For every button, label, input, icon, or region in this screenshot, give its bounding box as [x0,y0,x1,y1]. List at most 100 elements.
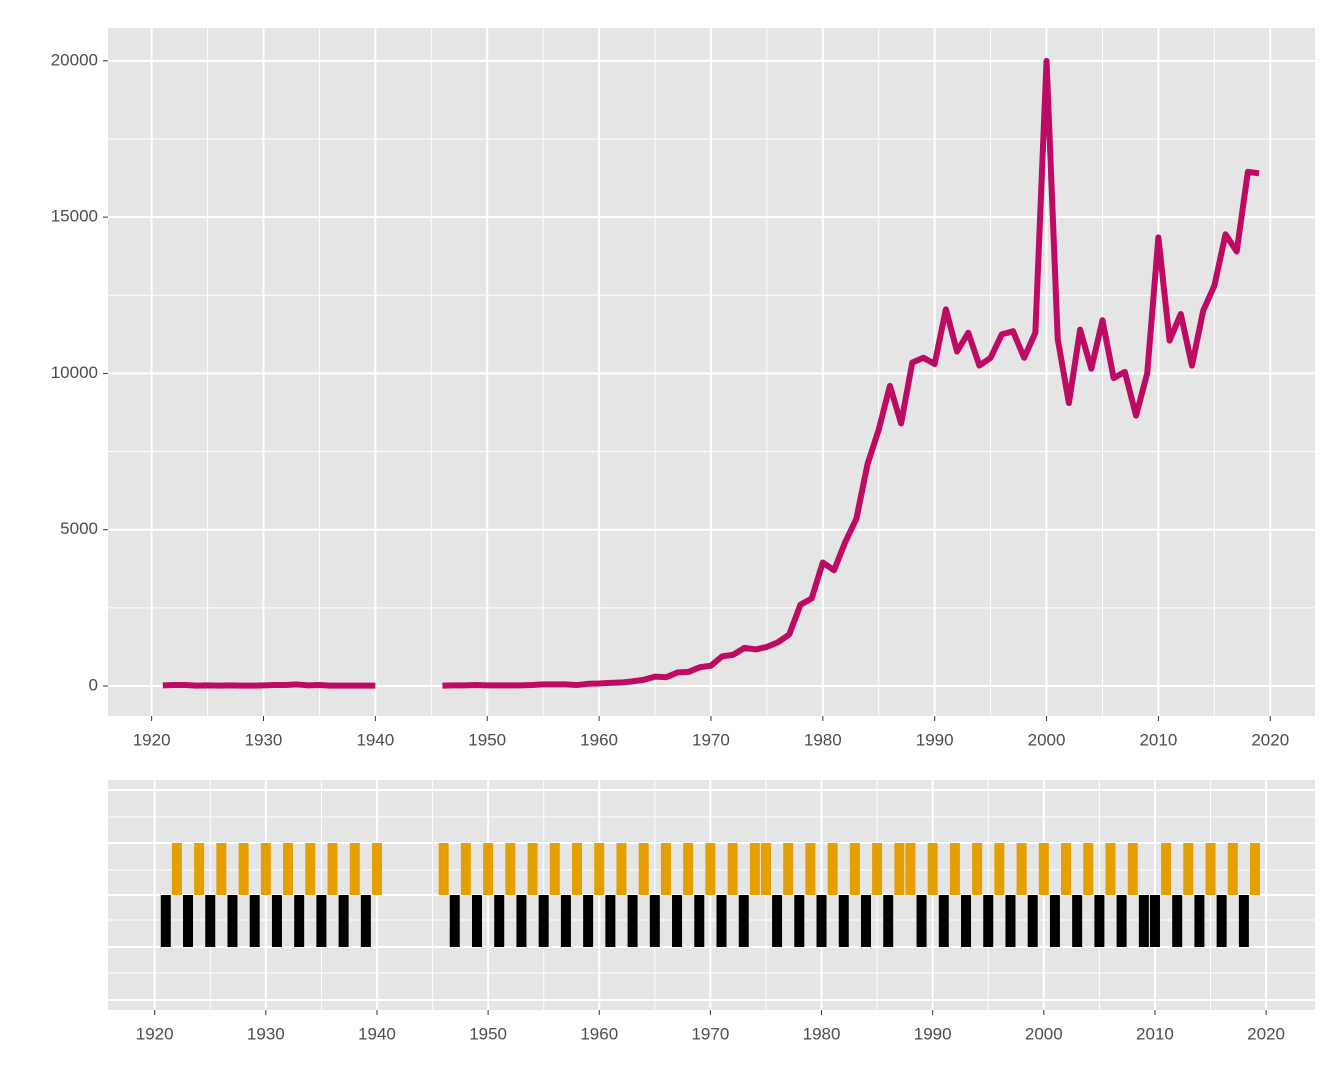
tile [638,843,649,895]
tile [727,843,738,895]
x-tick-label: 1960 [580,1024,618,1043]
tile [616,843,627,895]
tile [994,843,1005,895]
tile [338,895,349,947]
tile [961,895,972,947]
x-tick-label: 1970 [691,1024,729,1043]
tile [983,895,994,947]
tile [516,895,527,947]
tile [583,895,594,947]
tile [283,843,294,895]
tile [349,843,360,895]
x-tick-label: 1950 [469,1024,507,1043]
tile [849,843,860,895]
tile [927,843,938,895]
tile [1061,843,1072,895]
tile [816,895,827,947]
tile [1161,843,1172,895]
tile [249,895,260,947]
tile [171,843,182,895]
tile [1049,895,1060,947]
tile [327,843,338,895]
x-tick-label: 1940 [358,1024,396,1043]
tile [594,843,605,895]
tile [1027,895,1038,947]
x-tick-label: 2020 [1251,730,1289,749]
x-tick-label: 1970 [692,730,730,749]
tile [360,895,371,947]
tile [1072,895,1083,947]
tile [238,843,249,895]
tile [1172,895,1183,947]
tile [838,895,849,947]
tile [1083,843,1094,895]
tile [738,895,749,947]
x-tick-label: 1920 [136,1024,174,1043]
x-tick-label: 1980 [804,730,842,749]
tile [494,895,505,947]
tile [1216,895,1227,947]
tile [772,895,783,947]
tile [316,895,327,947]
tile [1227,843,1238,895]
tile [905,843,916,895]
x-tick-label: 1940 [356,730,394,749]
x-tick-label: 1950 [468,730,506,749]
tile [505,843,516,895]
tile [1116,895,1127,947]
tile [183,895,194,947]
tile [860,895,871,947]
tile [1016,843,1027,895]
tile [1127,843,1138,895]
tile [916,895,927,947]
tile [1105,843,1116,895]
tile [438,843,449,895]
tile [972,843,983,895]
x-tick-label: 2000 [1025,1024,1063,1043]
tile [471,895,482,947]
tile [627,895,638,947]
tile [605,895,616,947]
tile [749,843,760,895]
tile [827,843,838,895]
x-tick-label: 2010 [1136,1024,1174,1043]
tile [483,843,494,895]
x-tick-label: 1960 [580,730,618,749]
tile [1194,895,1205,947]
tile [216,843,227,895]
tile [1149,895,1160,947]
tile [1249,843,1260,895]
tile [205,895,216,947]
y-tick-label: 20000 [51,50,98,69]
tile [938,895,949,947]
tile [371,843,382,895]
tile [538,895,549,947]
x-tick-label: 1980 [803,1024,841,1043]
tile [160,895,171,947]
tile [660,843,671,895]
tile [260,843,271,895]
tile [1238,895,1249,947]
tile [883,895,894,947]
y-tick-label: 5000 [60,519,98,538]
x-tick-label: 2000 [1028,730,1066,749]
tile [449,895,460,947]
tile [949,843,960,895]
y-tick-label: 0 [89,675,98,694]
x-tick-label: 1930 [245,730,283,749]
tile [805,843,816,895]
tile [1094,895,1105,947]
tile [760,843,771,895]
tile [694,895,705,947]
tile [1005,895,1016,947]
y-tick-label: 15000 [51,207,98,226]
tile [1205,843,1216,895]
x-tick-label: 1990 [914,1024,952,1043]
tile [271,895,282,947]
y-tick-label: 10000 [51,363,98,382]
tile [572,843,583,895]
tile [672,895,683,947]
tile [305,843,316,895]
tile [683,843,694,895]
